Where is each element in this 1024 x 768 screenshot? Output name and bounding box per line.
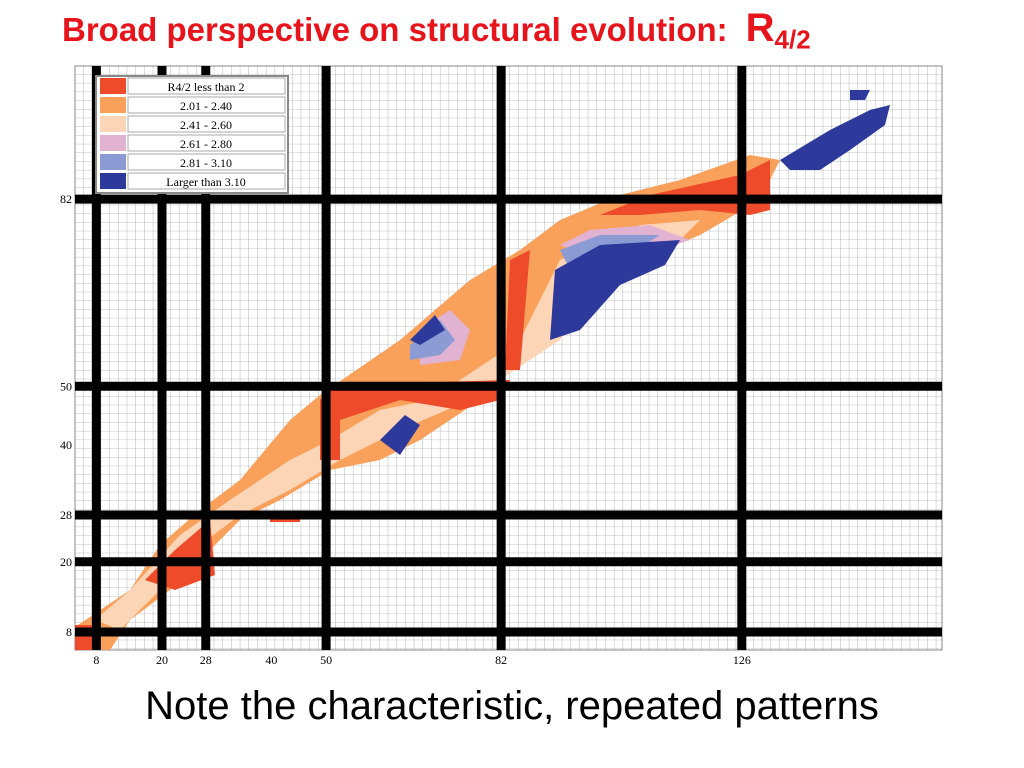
x-tick-label: 28	[200, 653, 212, 667]
nuclear-chart: 8 20 28 40 50 82 126 8 20 28 40 50 82 R4/2 less than…	[60, 65, 943, 667]
legend-label: 2.81 - 3.10	[180, 156, 232, 170]
footer-text: Note the characteristic, repeated patter…	[145, 684, 879, 728]
y-tick-label: 8	[66, 625, 72, 639]
legend-swatch	[100, 135, 126, 151]
y-tick-label: 28	[60, 508, 72, 522]
y-tick-label: 50	[60, 379, 72, 393]
legend-label: 2.01 - 2.40	[180, 99, 232, 113]
legend-cell	[127, 96, 286, 114]
title-subscript: 4/2	[774, 24, 811, 55]
legend-swatch	[100, 154, 126, 170]
legend-cell	[127, 115, 286, 133]
legend-swatch	[100, 116, 126, 132]
x-tick-label: 20	[156, 653, 168, 667]
title-symbol: R	[745, 6, 775, 50]
legend-swatch	[100, 78, 126, 94]
legend-cell	[127, 77, 286, 95]
legend-cell	[127, 134, 286, 152]
x-tick-label: 126	[733, 653, 751, 667]
x-tick-label: 40	[265, 653, 277, 667]
x-tick-label: 82	[495, 653, 507, 667]
legend-label: 2.41 - 2.60	[180, 118, 232, 132]
legend-cell	[127, 172, 286, 190]
legend: R4/2 less than 2 2.01 - 2.40 2.41 - 2.60 2.…	[95, 75, 289, 194]
x-tick-label: 8	[93, 653, 99, 667]
legend-label: 2.61 - 2.80	[180, 137, 232, 151]
legend-label: Larger than 3.10	[166, 175, 245, 189]
y-tick-label: 20	[60, 555, 72, 569]
slide-title: Broad perspective on structural evolutio…	[62, 6, 811, 56]
y-tick-label: 82	[60, 192, 72, 206]
legend-swatch	[100, 173, 126, 189]
legend-cell	[127, 153, 286, 171]
y-tick-label: 40	[60, 438, 72, 452]
legend-swatch	[100, 97, 126, 113]
legend-label: R4/2 less than 2	[168, 80, 245, 94]
x-tick-label: 50	[320, 653, 332, 667]
title-text: Broad perspective on structural evolutio…	[62, 11, 728, 48]
